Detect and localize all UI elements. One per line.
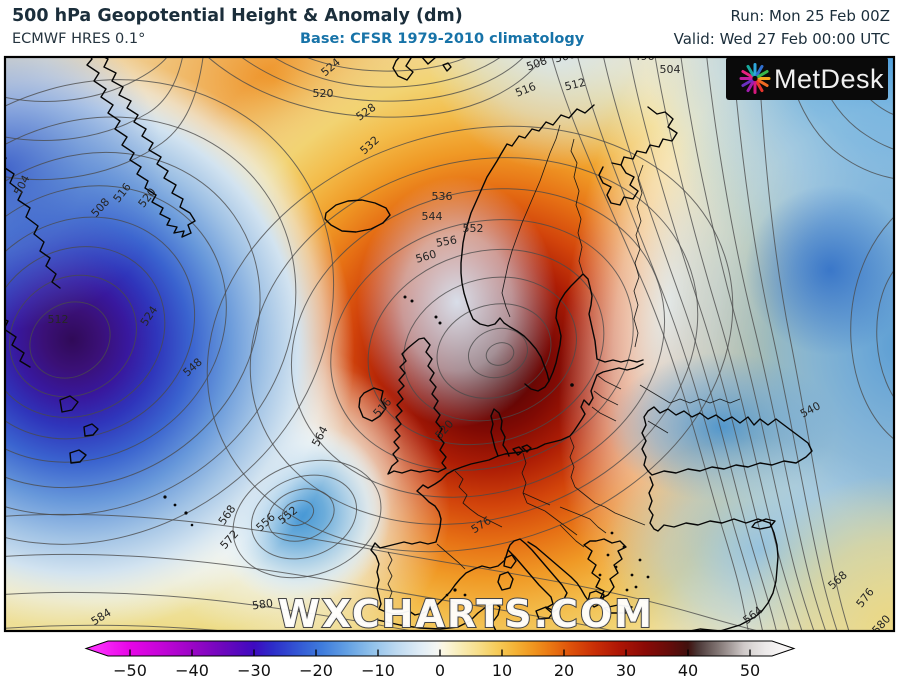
wxcharts-watermark: WXCHARTS.COM [278,592,654,635]
contour-label: 500 [553,55,577,65]
climatology-base-label: Base: CFSR 1979-2010 climatology [300,31,585,47]
page-title: 500 hPa Geopotential Height & Anomaly (d… [12,6,463,26]
run-time-label: Run: Mon 25 Feb 00Z [730,7,890,25]
country-borders [387,124,741,608]
contour-label: 504 [660,63,681,76]
colorbar-tick-label: 10 [492,661,512,680]
colorbar-gradient-bar [84,640,796,657]
coastlines [5,57,813,631]
contour-label: 556 [435,233,458,249]
model-label: ECMWF HRES 0.1° [12,31,146,47]
map-frame [3,55,896,633]
contour-label: 520 [313,87,334,100]
colorbar-tick-label: 0 [435,661,445,680]
colorbar-tick-label: 40 [678,661,698,680]
contour-label: 544 [422,210,443,223]
contour-label: 560 [414,247,438,265]
contour-label: 512 [563,76,587,94]
colorbar-tick-label: −10 [361,661,395,680]
colorbar-tick-label: 20 [554,661,574,680]
contour-label: 580 [251,597,274,613]
colorbar-tick-label: −30 [237,661,271,680]
metdesk-starburst-icon [739,63,771,94]
colorbar-tick-label: −40 [175,661,209,680]
contour-label: 496 [634,55,655,63]
colorbar-tick-label: 50 [740,661,760,680]
colorbar-ticks: −50 −40 −30 −20 −10 0 10 20 30 40 50 [113,649,760,680]
contour-label: 552 [463,222,484,235]
weather-map: 5245205285325085005125164965045125045085… [3,55,896,635]
contour-label: 536 [432,190,453,203]
colorbar-tick-label: −50 [113,661,147,680]
valid-time-label: Valid: Wed 27 Feb 00:00 UTC [673,30,890,48]
colorbar-tick-label: 30 [616,661,636,680]
contour-label: 512 [48,313,69,326]
metdesk-logo-background [726,57,888,100]
map-field: 5245205285325085005125164965045125045085… [5,55,894,635]
metdesk-logo: MetDesk [726,57,888,100]
height-contours [5,57,894,631]
metdesk-logo-text: MetDesk [774,64,884,94]
colorbar-tick-label: −20 [299,661,333,680]
colorbar: −50 −40 −30 −20 −10 0 10 20 30 40 50 [84,640,796,680]
